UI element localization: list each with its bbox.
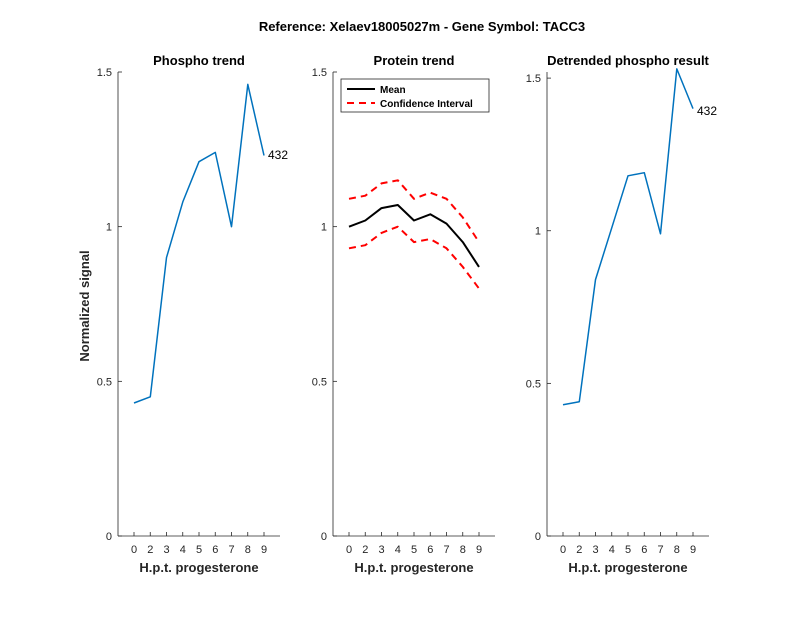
panel-title: Phospho trend <box>153 53 245 68</box>
y-tick-label: 0 <box>106 531 112 543</box>
y-tick-label: 0 <box>535 531 541 543</box>
x-tick-label: 6 <box>212 544 218 556</box>
y-tick-label: 1 <box>106 222 112 234</box>
x-tick-label: 8 <box>245 544 251 556</box>
panel-phospho-trend: Phospho trend Normalized signal H.p.t. p… <box>77 53 288 575</box>
series-end-label: 432 <box>268 148 288 162</box>
x-tick-label: 2 <box>362 544 368 556</box>
x-tick-label: 2 <box>576 544 582 556</box>
x-axis-label: H.p.t. progesterone <box>139 560 258 575</box>
x-tick-label: 0 <box>131 544 137 556</box>
series-line <box>133 83 265 404</box>
x-tick-label: 3 <box>378 544 384 556</box>
series-end-label: 432 <box>697 104 717 118</box>
ci-lower-line <box>348 225 480 290</box>
y-tick-label: 0.5 <box>312 376 327 388</box>
mean-line <box>348 204 480 268</box>
x-tick-label: 5 <box>411 544 417 556</box>
x-tick-label: 3 <box>592 544 598 556</box>
x-axis-label: H.p.t. progesterone <box>354 560 473 575</box>
y-tick-label: 1.5 <box>312 67 327 79</box>
y-tick-label: 0 <box>321 531 327 543</box>
legend-mean-label: Mean <box>380 85 406 96</box>
series-line <box>562 68 694 406</box>
x-tick-label: 7 <box>657 544 663 556</box>
y-tick-label: 0.5 <box>97 376 112 388</box>
x-tick-label: 5 <box>196 544 202 556</box>
legend-ci-label: Confidence Interval <box>380 99 473 110</box>
x-tick-label: 5 <box>625 544 631 556</box>
panel-detrended-phospho: Detrended phospho result H.p.t. progeste… <box>526 53 718 575</box>
x-tick-label: 6 <box>427 544 433 556</box>
legend-box <box>340 78 490 113</box>
x-tick-label: 9 <box>690 544 696 556</box>
y-tick-label: 1.5 <box>526 73 541 85</box>
x-tick-label: 2 <box>147 544 153 556</box>
y-tick-label: 0.5 <box>526 378 541 390</box>
panel-title: Protein trend <box>374 53 455 68</box>
x-tick-label: 3 <box>163 544 169 556</box>
x-tick-label: 7 <box>228 544 234 556</box>
panel-title: Detrended phospho result <box>547 53 709 68</box>
x-tick-label: 0 <box>346 544 352 556</box>
x-tick-label: 9 <box>476 544 482 556</box>
x-tick-label: 4 <box>180 544 186 556</box>
y-axis-label: Normalized signal <box>77 250 92 361</box>
ci-upper-line <box>348 179 480 243</box>
y-tick-label: 1.5 <box>97 67 112 79</box>
figure-title: Reference: Xelaev18005027m - Gene Symbol… <box>259 19 585 34</box>
y-tick-label: 1 <box>321 222 327 234</box>
x-tick-label: 8 <box>674 544 680 556</box>
x-tick-label: 7 <box>443 544 449 556</box>
x-tick-label: 9 <box>261 544 267 556</box>
x-tick-label: 0 <box>560 544 566 556</box>
x-tick-label: 6 <box>641 544 647 556</box>
x-tick-label: 8 <box>460 544 466 556</box>
x-axis-label: H.p.t. progesterone <box>568 560 687 575</box>
x-tick-label: 4 <box>609 544 615 556</box>
y-tick-label: 1 <box>535 226 541 238</box>
x-tick-label: 4 <box>395 544 401 556</box>
legend: Mean Confidence Interval <box>340 78 490 113</box>
panel-protein-trend: Protein trend H.p.t. progesterone Mean C… <box>312 53 495 575</box>
